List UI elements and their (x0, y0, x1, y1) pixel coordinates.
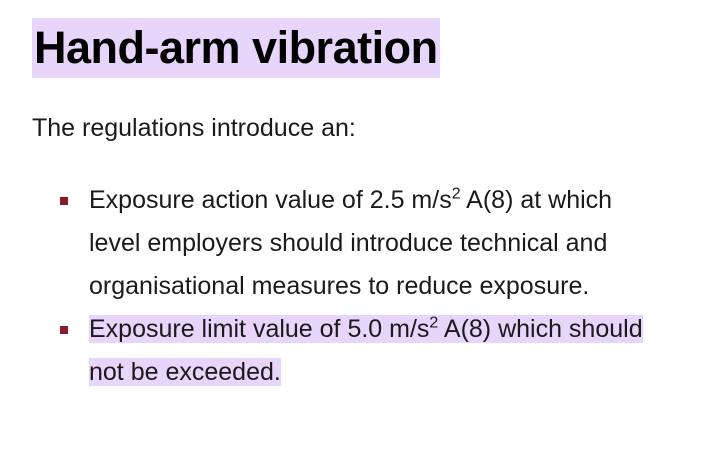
square-bullet-icon (60, 197, 68, 205)
item-text-highlighted: Exposure limit value of 5.0 m/s2 A(8) wh… (89, 314, 643, 386)
intro-text: The regulations introduce an: (32, 114, 356, 142)
exposure-list: Exposure action value of 2.5 m/s2 A(8) a… (0, 179, 680, 394)
square-bullet-icon (60, 326, 68, 334)
item-text: Exposure action value of 2.5 m/s2 A(8) a… (89, 185, 613, 300)
page-title: Hand-arm vibration (32, 18, 440, 78)
list-item: Exposure limit value of 5.0 m/s2 A(8) wh… (0, 308, 649, 394)
list-item: Exposure action value of 2.5 m/s2 A(8) a… (0, 179, 649, 308)
